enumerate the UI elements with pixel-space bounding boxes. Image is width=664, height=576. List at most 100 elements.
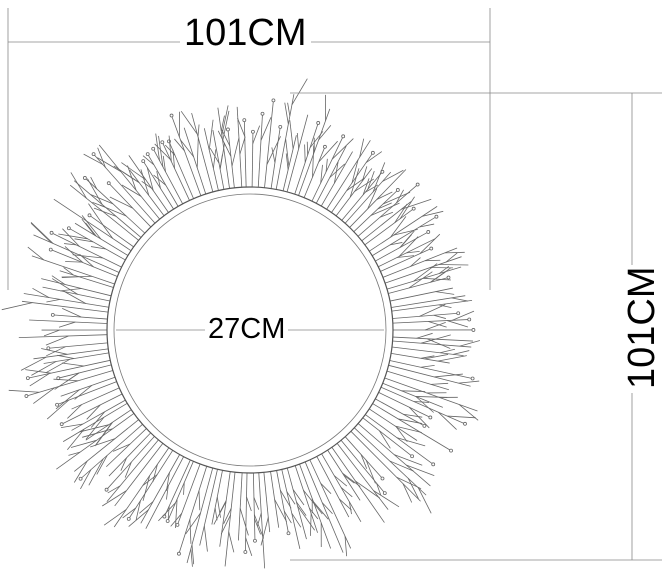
branch [361,201,412,242]
branch [343,474,355,484]
branch [365,151,383,164]
branch [244,472,248,551]
branch [382,169,404,182]
branch [41,348,68,355]
branch [406,251,420,254]
branch-tip [449,448,453,453]
branch [359,138,365,158]
branch [142,475,151,501]
branch [391,346,464,357]
branch [94,154,156,224]
branch [372,162,386,193]
branch [392,312,457,319]
branch [451,297,468,302]
branch-tip [471,328,476,332]
branch [70,172,87,199]
branch [217,130,232,157]
branch [85,178,146,234]
branch [344,436,382,478]
branch [395,189,404,204]
branch [46,298,61,303]
branch [90,176,98,190]
branch [70,439,97,448]
branch [73,180,142,238]
branch [281,469,301,549]
branch [86,404,101,420]
branch [198,490,201,511]
branch [99,204,127,217]
branch [445,252,458,263]
branch [428,321,447,328]
branch-tip [242,118,247,123]
branch [371,217,436,257]
branch [430,382,449,385]
branch [342,472,361,487]
branch [140,169,150,196]
branch [413,263,438,282]
branch [18,334,108,339]
branch [224,472,236,567]
branch [220,514,231,535]
branch [410,257,421,267]
branch [112,443,131,452]
branch [217,107,230,189]
branch [94,422,113,447]
branch [66,372,80,382]
branch [291,78,308,105]
branch-tip [446,275,451,280]
branch [389,360,472,379]
branch [61,362,84,367]
branch [96,455,108,475]
branch [283,510,292,524]
branch [93,207,117,217]
branch [103,509,127,526]
branch [85,222,97,237]
branch [291,512,302,528]
branch [257,115,263,188]
branch-tip [251,129,255,134]
branch [88,458,104,486]
branch [203,525,208,552]
branch-tip [55,402,59,407]
branch [239,136,246,155]
branch [97,147,106,168]
branch-tip [106,181,111,186]
branch [365,414,433,464]
branch [108,432,151,477]
branch [405,464,435,477]
branch-tip [428,415,433,420]
branch [362,178,370,195]
branch [81,218,95,236]
branch [90,438,116,448]
branch [275,94,295,190]
branch [285,153,289,170]
branch [148,155,179,207]
branch [129,169,165,216]
branch-tip [66,226,71,231]
branch [382,382,443,408]
branch [346,177,365,191]
branch [424,321,446,331]
branch [365,184,379,193]
branch [438,266,450,274]
branch [74,222,129,256]
branch [63,290,86,304]
branch-tip [467,317,472,322]
branch [282,135,297,191]
branch [29,319,108,324]
branch-tip [226,127,230,132]
branch [392,336,474,342]
branch [254,518,261,535]
branch-tip [323,144,327,149]
branch [49,342,108,349]
branch-tip [426,230,431,234]
branch [253,514,265,539]
branch [65,261,82,263]
branch-tip [415,182,420,187]
branch-tip [59,422,64,427]
branch [74,385,93,400]
branch-tip [286,531,291,536]
branch [397,255,415,258]
branch-tip [243,550,248,554]
branch [139,501,154,514]
